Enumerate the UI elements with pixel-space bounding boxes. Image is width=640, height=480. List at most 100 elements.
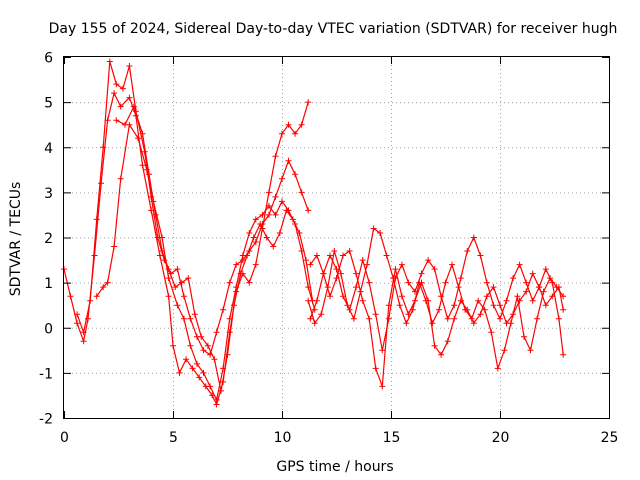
data-point bbox=[113, 117, 120, 124]
grid bbox=[64, 57, 609, 418]
data-point bbox=[279, 130, 285, 137]
data-point bbox=[187, 315, 194, 322]
data-point bbox=[174, 302, 181, 309]
data-point bbox=[534, 315, 541, 322]
data-point bbox=[497, 302, 503, 309]
data-point bbox=[444, 315, 451, 322]
data-point bbox=[553, 284, 560, 291]
data-point bbox=[307, 315, 314, 322]
data-point bbox=[126, 63, 133, 69]
series-line bbox=[309, 236, 564, 355]
data-point bbox=[470, 320, 477, 327]
y-tick-label: -2 bbox=[39, 412, 53, 428]
data-point bbox=[477, 311, 484, 318]
axis-ticks: 0 5 10 15 20 25 -2 -1 0 1 2 3 4 5 6 bbox=[39, 51, 618, 447]
data-point bbox=[337, 270, 344, 277]
data-point bbox=[444, 338, 451, 345]
data-point bbox=[324, 284, 331, 291]
data-point bbox=[237, 270, 244, 277]
data-point bbox=[100, 284, 107, 291]
data-point bbox=[244, 252, 251, 259]
data-point bbox=[372, 311, 379, 318]
data-point bbox=[333, 275, 340, 282]
data-point bbox=[327, 293, 333, 300]
data-point bbox=[483, 293, 490, 300]
data-point bbox=[180, 315, 187, 322]
y-tick-label: 2 bbox=[44, 231, 53, 247]
data-point bbox=[481, 306, 488, 313]
data-point bbox=[468, 315, 475, 322]
data-point bbox=[213, 329, 220, 336]
data-point bbox=[257, 221, 264, 227]
data-point bbox=[139, 162, 146, 169]
data-point bbox=[516, 261, 523, 268]
data-point bbox=[93, 216, 100, 223]
data-point bbox=[370, 225, 377, 232]
data-point bbox=[438, 293, 445, 300]
series-line bbox=[307, 227, 564, 369]
data-point bbox=[488, 329, 495, 336]
data-point bbox=[119, 85, 126, 92]
data-point bbox=[383, 252, 390, 259]
data-point bbox=[74, 311, 81, 318]
chart-title: Day 155 of 2024, Sidereal Day-to-day VTE… bbox=[49, 21, 618, 37]
data-point bbox=[113, 81, 120, 88]
data-point bbox=[135, 135, 142, 142]
data-point bbox=[331, 248, 338, 254]
y-tick-label: 0 bbox=[44, 321, 53, 337]
data-point bbox=[200, 347, 207, 354]
data-point bbox=[510, 275, 517, 282]
data-point bbox=[276, 230, 283, 236]
data-point bbox=[307, 261, 314, 268]
data-point bbox=[98, 180, 105, 187]
data-point bbox=[503, 297, 510, 304]
data-point bbox=[305, 297, 312, 304]
data-point bbox=[353, 270, 360, 277]
data-point bbox=[231, 302, 237, 309]
series-track-4 bbox=[113, 103, 316, 394]
data-point bbox=[146, 171, 152, 178]
data-point bbox=[252, 239, 259, 245]
y-axis-label: SDTVAR / TECUs bbox=[8, 182, 24, 297]
data-point bbox=[259, 211, 266, 218]
data-point bbox=[483, 279, 490, 286]
data-point bbox=[359, 257, 366, 264]
data-point bbox=[449, 261, 455, 268]
series-line bbox=[76, 60, 309, 356]
data-point bbox=[457, 275, 464, 282]
data-point bbox=[451, 315, 458, 322]
data-point bbox=[521, 333, 527, 340]
data-point bbox=[272, 193, 279, 200]
data-point bbox=[477, 252, 484, 259]
data-point bbox=[313, 297, 320, 304]
data-point bbox=[455, 284, 462, 291]
x-tick-label: 20 bbox=[492, 430, 510, 446]
data-point bbox=[233, 261, 240, 268]
data-point bbox=[183, 356, 190, 363]
data-point bbox=[494, 365, 501, 372]
data-point bbox=[265, 202, 272, 209]
y-tick-label: 5 bbox=[44, 96, 53, 112]
data-point bbox=[549, 293, 556, 300]
data-point bbox=[272, 211, 279, 218]
data-point bbox=[353, 284, 360, 291]
data-point bbox=[359, 297, 366, 304]
data-point bbox=[270, 243, 277, 250]
data-point bbox=[126, 94, 133, 101]
data-point bbox=[547, 275, 554, 282]
series-line bbox=[116, 105, 314, 392]
data-point bbox=[536, 284, 543, 291]
data-point bbox=[305, 207, 312, 214]
plot-series bbox=[61, 58, 567, 408]
y-tick-label: 4 bbox=[44, 141, 53, 157]
data-point bbox=[104, 279, 111, 286]
data-point bbox=[198, 333, 205, 340]
x-tick-label: 15 bbox=[383, 430, 401, 446]
data-point bbox=[185, 275, 192, 282]
data-point bbox=[385, 302, 392, 309]
data-point bbox=[340, 252, 346, 259]
data-point bbox=[409, 306, 416, 313]
data-point bbox=[170, 342, 176, 349]
